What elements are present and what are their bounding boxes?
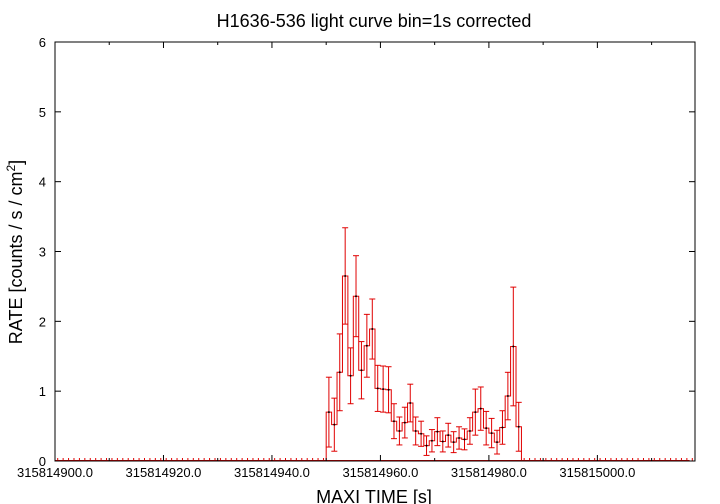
data-point — [403, 421, 406, 424]
data-point — [441, 440, 444, 443]
data-point — [496, 441, 499, 444]
y-axis-label: RATE [counts / s / cm2] — [4, 160, 26, 344]
data-point — [387, 388, 390, 391]
y-tick-label: 1 — [39, 384, 46, 399]
data-point — [485, 427, 488, 430]
data-point — [468, 429, 471, 432]
data-point — [517, 425, 520, 428]
data-point — [506, 395, 509, 398]
data-point — [327, 411, 330, 414]
y-axis-label-main: RATE [counts / s / cm — [6, 171, 26, 344]
y-axis-label-close: ] — [6, 160, 26, 165]
data-point — [338, 371, 341, 374]
x-tick-label: 315815000.0 — [559, 465, 635, 480]
y-tick-label: 4 — [39, 175, 46, 190]
data-point — [398, 429, 401, 432]
data-point — [479, 407, 482, 410]
data-point — [409, 402, 412, 405]
data-point — [430, 439, 433, 442]
data-point — [333, 423, 336, 426]
x-tick-label: 315814980.0 — [451, 465, 527, 480]
data-point — [355, 295, 358, 298]
data-point — [447, 434, 450, 437]
data-point — [420, 432, 423, 435]
data-point — [376, 387, 379, 390]
series-step-line — [325, 275, 522, 461]
x-tick-label: 315814940.0 — [234, 465, 310, 480]
data-point — [463, 438, 466, 441]
data-point — [425, 444, 428, 447]
data-point — [360, 369, 363, 372]
y-tick-label: 6 — [39, 35, 46, 50]
x-tick-label: 315814920.0 — [126, 465, 202, 480]
y-tick-label: 5 — [39, 105, 46, 120]
data-point — [490, 432, 493, 435]
axes: 315814900.0 315814920.0 315814940.0 3158149… — [17, 35, 696, 480]
x-tick-label: 315814960.0 — [342, 465, 418, 480]
data-point — [474, 411, 477, 414]
data-point — [392, 420, 395, 423]
y-tick-label: 2 — [39, 314, 46, 329]
data-point — [382, 388, 385, 391]
data-point — [414, 429, 417, 432]
x-axis-label: MAXI TIME [s] — [316, 487, 432, 504]
y-axis-label-superscript: 2 — [4, 164, 18, 171]
chart-title: H1636-536 light curve bin=1s corrected — [217, 11, 532, 31]
data-point — [452, 441, 455, 444]
data-point — [349, 374, 352, 377]
data-point — [365, 344, 368, 347]
data-point — [512, 345, 515, 348]
x-tick-label: 315814900.0 — [17, 465, 93, 480]
data-point — [501, 426, 504, 429]
y-tick-label: 0 — [39, 454, 46, 469]
data-point — [371, 328, 374, 331]
data-point — [344, 274, 347, 277]
data-point — [458, 436, 461, 439]
y-tick-label: 3 — [39, 245, 46, 260]
data-point — [436, 430, 439, 433]
